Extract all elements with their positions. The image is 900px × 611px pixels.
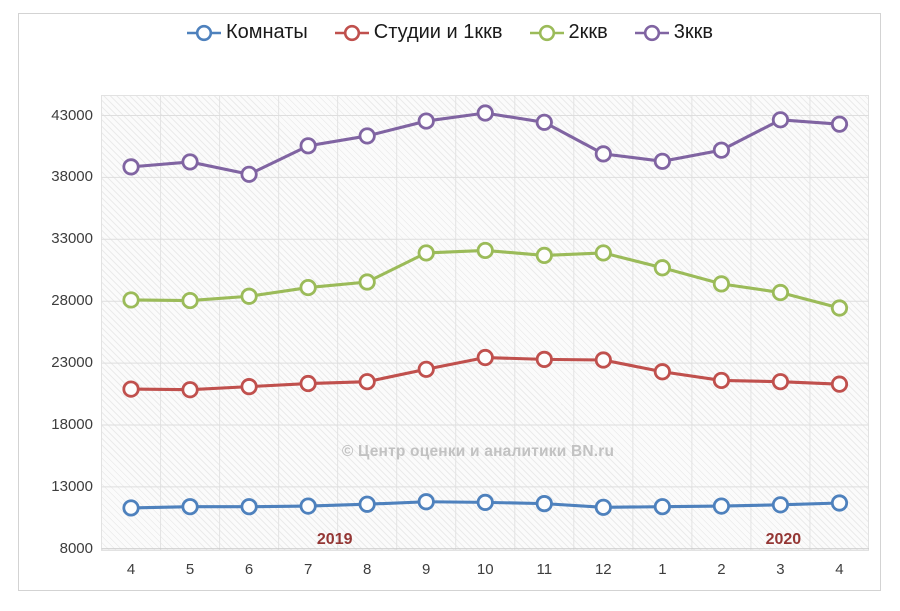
data-point-marker <box>653 259 671 277</box>
x-tick-label: 2 <box>717 561 726 578</box>
data-point-marker <box>712 141 731 159</box>
legend-label: 2ккв <box>568 21 608 43</box>
data-point-marker <box>712 497 731 515</box>
x-tick-label: 8 <box>363 561 372 578</box>
legend-marker-icon <box>334 24 369 41</box>
legend-item-2ккв: 2ккв <box>529 21 608 44</box>
x-tick-label: 12 <box>594 561 612 578</box>
data-point-marker <box>358 273 376 291</box>
y-tick-label: 28000 <box>51 292 93 310</box>
y-tick-label: 18000 <box>51 416 93 433</box>
data-point-marker <box>771 283 790 302</box>
year-annotation: 2020 <box>765 531 802 548</box>
data-point-marker <box>830 375 849 393</box>
legend-marker-icon <box>529 24 564 41</box>
legend-item-Комнаты: Комнаты <box>186 21 308 44</box>
data-point-marker <box>476 241 494 260</box>
x-tick-label: 4 <box>126 561 136 578</box>
data-point-marker <box>594 498 612 516</box>
data-point-marker <box>535 113 553 131</box>
data-point-marker <box>299 497 317 515</box>
x-tick-label: 6 <box>244 561 254 578</box>
data-point-marker <box>771 373 790 391</box>
x-tick-label: 3 <box>776 561 785 578</box>
data-point-marker <box>535 495 553 513</box>
data-point-marker <box>417 244 435 262</box>
data-point-marker <box>653 152 671 170</box>
data-point-marker <box>358 495 376 513</box>
data-point-marker <box>417 360 435 378</box>
data-point-marker <box>358 127 376 145</box>
data-point-marker <box>240 378 258 396</box>
year-annotation: 2019 <box>316 531 353 548</box>
data-point-marker <box>358 373 376 391</box>
data-point-marker <box>240 287 258 305</box>
data-point-marker <box>299 137 317 155</box>
data-point-marker <box>476 493 494 511</box>
x-tick-label: 11 <box>536 561 553 578</box>
legend-label: 3ккв <box>673 21 713 43</box>
legend-marker-icon <box>186 24 221 41</box>
data-point-marker <box>653 498 671 516</box>
y-tick-label: 33000 <box>51 230 93 248</box>
data-point-marker <box>594 244 612 262</box>
data-point-marker <box>535 246 553 264</box>
data-point-marker <box>122 499 140 517</box>
data-point-marker <box>476 348 494 367</box>
data-point-marker <box>535 350 553 368</box>
x-tick-label: 5 <box>185 561 195 578</box>
data-point-marker <box>122 380 140 398</box>
data-point-marker <box>653 363 671 381</box>
y-tick-label: 38000 <box>51 168 93 186</box>
legend-marker-icon <box>634 24 669 41</box>
data-point-marker <box>181 498 199 516</box>
x-tick-label: 1 <box>658 561 667 578</box>
data-point-marker <box>122 158 140 176</box>
legend-item-Студии и 1ккв: Студии и 1ккв <box>334 21 503 44</box>
data-point-marker <box>830 494 849 512</box>
data-point-marker <box>712 371 731 390</box>
y-tick-label: 13000 <box>51 477 93 495</box>
series-line-3ккв <box>130 111 840 176</box>
legend-label: Комнаты <box>225 21 308 43</box>
chart-legend: Комнаты Студии и 1ккв 2ккв 3ккв <box>0 21 900 44</box>
data-point-marker <box>417 112 435 130</box>
data-point-marker <box>476 104 494 122</box>
data-point-marker <box>830 299 849 317</box>
x-tick-label: 9 <box>422 561 431 578</box>
data-point-marker <box>181 381 199 399</box>
data-point-marker <box>830 115 849 133</box>
x-tick-label: 4 <box>835 561 844 578</box>
data-point-marker <box>417 493 435 511</box>
series-line-2ккв <box>131 248 840 310</box>
y-tick-label: 8000 <box>59 539 93 557</box>
data-point-marker <box>181 153 199 171</box>
data-point-marker <box>240 165 258 183</box>
data-point-marker <box>181 291 199 310</box>
y-tick-label: 43000 <box>51 106 93 124</box>
x-tick-label: 10 <box>476 561 494 578</box>
legend-item-3ккв: 3ккв <box>634 21 713 44</box>
data-point-marker <box>771 111 790 129</box>
watermark: © Центр оценки и аналитики BN.ru <box>341 443 615 460</box>
data-point-marker <box>771 496 790 514</box>
data-point-marker <box>240 498 258 516</box>
legend-label: Студии и 1ккв <box>373 21 503 43</box>
data-point-marker <box>594 351 612 369</box>
y-tick-label: 23000 <box>51 354 93 372</box>
data-point-marker <box>712 275 731 293</box>
data-point-marker <box>299 374 317 393</box>
data-point-marker <box>594 145 612 163</box>
data-point-marker <box>299 278 317 297</box>
data-point-marker <box>122 291 140 309</box>
x-tick-label: 7 <box>303 561 313 578</box>
